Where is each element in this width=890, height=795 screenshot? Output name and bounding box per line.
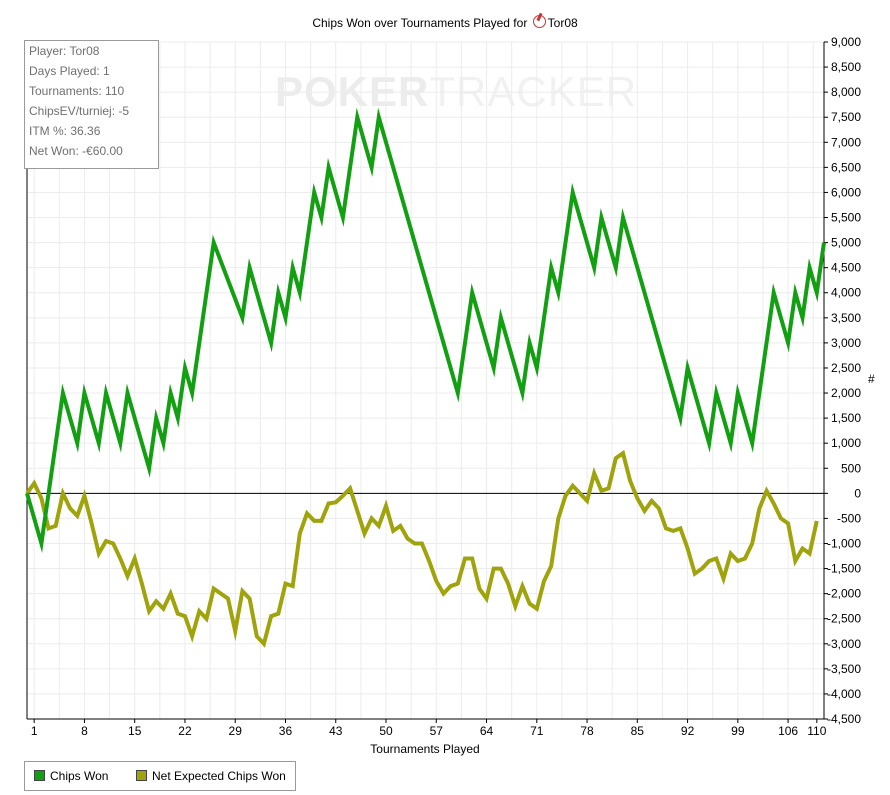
x-tick-label: 8: [81, 724, 88, 738]
y-tick-label: 7,500: [831, 110, 861, 124]
player-stats-box: Player: Tor08 Days Played: 1 Tournaments…: [24, 40, 159, 169]
y-tick-label: 4,000: [831, 286, 861, 300]
x-tick-label: 85: [631, 724, 645, 738]
y-tick-label: -1,000: [827, 536, 861, 550]
x-tick-label: 110: [807, 724, 826, 738]
y-tick-label: 9,000: [831, 35, 861, 49]
y-tick-label: 2,500: [831, 361, 861, 375]
y-tick-label: 2,000: [831, 386, 861, 400]
x-tick-label: 29: [229, 724, 243, 738]
chart-title-text: Chips Won over Tournaments Played for: [312, 16, 528, 30]
y-tick-label: -500: [837, 511, 861, 525]
tick-labels: -4,500 -4,000 -3,500 -3,000 -2,500 -2,000 -1,5…: [31, 35, 861, 738]
y-tick-label: 5,500: [831, 211, 861, 225]
y-tick-label: -3,000: [827, 637, 861, 651]
y-tick-label: 5,000: [831, 236, 861, 250]
legend-item-chips-won[interactable]: Chips Won: [34, 769, 108, 783]
y-tick-label: -2,000: [827, 587, 861, 601]
legend-swatch-chips-won: [34, 770, 45, 781]
x-tick-label: 57: [430, 724, 444, 738]
stat-itm: ITM %: 36.36: [29, 124, 101, 138]
chart-title: Chips Won over Tournaments Played for To…: [0, 14, 890, 30]
legend-label-net-expected: Net Expected Chips Won: [152, 769, 286, 783]
x-tick-label: 106: [778, 724, 798, 738]
y-tick-label: 500: [841, 461, 861, 475]
legend: Chips Won Net Expected Chips Won: [24, 761, 296, 791]
x-axis-title: Tournaments Played: [370, 742, 480, 756]
series-line-chips-won: [25, 107, 826, 554]
x-tick-label: 71: [530, 724, 544, 738]
y-tick-label: 7,000: [831, 135, 861, 149]
stat-player: Player: Tor08: [29, 44, 100, 58]
x-tick-label: 50: [379, 724, 393, 738]
legend-label-chips-won: Chips Won: [50, 769, 109, 783]
y-tick-label: -2,500: [827, 612, 861, 626]
y-tick-label: 0: [854, 486, 861, 500]
stat-tournaments: Tournaments: 110: [29, 84, 125, 98]
x-tick-label: 92: [681, 724, 695, 738]
legend-swatch-net-expected: [136, 770, 147, 781]
x-tick-label: 36: [279, 724, 293, 738]
x-tick-label: 1: [31, 724, 38, 738]
series-lines: [25, 107, 826, 648]
y-tick-label: 1,000: [831, 436, 861, 450]
x-tick-label: 43: [329, 724, 343, 738]
y-tick-label: -4,000: [827, 687, 861, 701]
x-tick-label: 64: [480, 724, 494, 738]
y-tick-label: 3,000: [831, 336, 861, 350]
y-tick-label: 4,500: [831, 261, 861, 275]
series-line-net-expected-chips-won: [25, 449, 819, 648]
player-site-icon: [532, 15, 546, 28]
y-tick-label: 6,500: [831, 160, 861, 174]
y-tick-label: -3,500: [827, 662, 861, 676]
y-tick-label: 8,000: [831, 85, 861, 99]
stat-chips-ev: ChipsEV/turniej: -5: [29, 104, 130, 118]
x-tick-label: 78: [580, 724, 594, 738]
y-axis-title: #: [868, 372, 875, 386]
y-tick-label: 6,000: [831, 185, 861, 199]
chart-title-player: Tor08: [547, 16, 578, 30]
legend-item-net-expected-chips-won[interactable]: Net Expected Chips Won: [136, 769, 286, 783]
x-tick-label: 99: [731, 724, 745, 738]
pokertracker-watermark-logo: POKERTRACKER: [275, 68, 638, 115]
x-tick-label: 22: [178, 724, 192, 738]
stat-days-played: Days Played: 1: [29, 64, 110, 78]
y-tick-label: 8,500: [831, 60, 861, 74]
y-tick-label: 3,500: [831, 311, 861, 325]
x-tick-label: 15: [128, 724, 142, 738]
stat-net-won: Net Won: -€60.00: [29, 144, 123, 158]
y-tick-label: 1,500: [831, 411, 861, 425]
y-tick-label: -1,500: [827, 562, 861, 576]
y-tick-label: -4,500: [827, 712, 861, 726]
